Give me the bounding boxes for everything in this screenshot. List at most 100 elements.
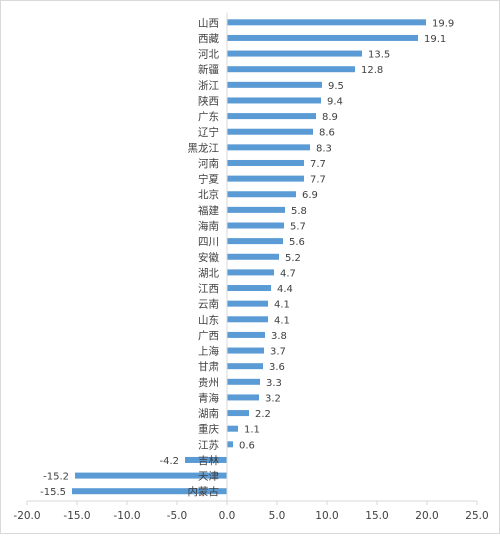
bar-26 (227, 425, 238, 432)
category-label-9: 河南 (198, 157, 219, 170)
value-label-8: 8.3 (316, 143, 332, 154)
category-label-25: 湖南 (198, 407, 219, 420)
value-label-13: 5.7 (290, 222, 306, 233)
value-label-0: 19.9 (432, 18, 454, 29)
category-label-20: 广西 (198, 330, 219, 342)
category-label-14: 四川 (198, 236, 219, 248)
value-label-23: 3.3 (266, 378, 282, 389)
bar-22 (227, 363, 263, 370)
category-label-18: 云南 (198, 298, 219, 311)
value-label-24: 3.2 (265, 393, 281, 404)
category-labels-group: 山西西藏河北新疆浙江陕西广东辽宁黑龙江河南宁夏北京福建海南四川安徽湖北江西云南山… (188, 17, 220, 498)
bar-10 (227, 175, 304, 182)
category-label-5: 陕西 (198, 94, 219, 107)
category-label-16: 湖北 (198, 267, 219, 279)
value-label-27: 0.6 (239, 440, 255, 451)
value-label-20: 3.8 (271, 331, 287, 342)
category-label-15: 安徽 (198, 251, 219, 264)
x-tick-label-8: 20.0 (415, 510, 438, 522)
bar-16 (227, 269, 274, 276)
category-label-11: 北京 (198, 188, 219, 201)
value-label-25: 2.2 (255, 409, 271, 420)
bar-20 (227, 331, 265, 338)
bar-29 (75, 472, 227, 479)
bar-8 (227, 144, 310, 151)
bar-15 (227, 253, 279, 260)
category-label-28: 吉林 (198, 454, 219, 467)
category-label-19: 山东 (198, 313, 219, 326)
value-label-29: -15.2 (43, 472, 69, 483)
bar-23 (227, 378, 260, 385)
bar-1 (227, 34, 418, 41)
value-label-14: 5.6 (289, 237, 305, 248)
category-label-26: 重庆 (198, 423, 219, 436)
category-label-17: 江西 (198, 283, 219, 295)
category-label-1: 西藏 (198, 33, 219, 45)
bar-18 (227, 300, 268, 307)
bar-25 (227, 410, 249, 417)
x-tick-label-2: -10.0 (113, 510, 140, 522)
category-label-21: 上海 (198, 345, 219, 358)
value-label-19: 4.1 (274, 315, 290, 326)
value-label-10: 7.7 (310, 175, 326, 186)
bar-28 (185, 456, 227, 463)
x-axis: -20.0 -15.0 -10.0 -5.0 0.0 5.0 10.0 15.0 20.0 25.… (13, 12, 489, 522)
bar-24 (227, 394, 259, 401)
category-label-8: 黑龙江 (188, 141, 220, 154)
category-label-22: 甘肃 (198, 360, 219, 373)
bar-3 (227, 66, 355, 73)
bar-17 (227, 285, 271, 292)
bar-5 (227, 97, 321, 104)
value-label-21: 3.7 (270, 347, 286, 358)
value-label-7: 8.6 (319, 128, 335, 139)
category-label-12: 福建 (198, 204, 219, 217)
bar-14 (227, 238, 283, 245)
bar-27 (227, 441, 233, 448)
bar-12 (227, 206, 285, 213)
bar-13 (227, 222, 284, 229)
value-label-12: 5.8 (291, 206, 307, 217)
value-label-4: 9.5 (328, 81, 344, 92)
x-tick-label-6: 10.0 (315, 510, 338, 522)
value-labels-group: 19.9 19.1 13.5 12.8 9.5 9.4 8.9 8.6 8.3 7.7 7.7 6.9… (40, 18, 454, 498)
value-label-22: 3.6 (269, 362, 285, 373)
value-label-9: 7.7 (310, 159, 326, 170)
value-label-16: 4.7 (280, 268, 296, 279)
value-label-17: 4.4 (277, 284, 293, 295)
category-label-27: 江苏 (198, 438, 219, 451)
bar-21 (227, 347, 264, 354)
x-tick-label-7: 15.0 (365, 510, 388, 522)
value-label-1: 19.1 (424, 34, 446, 45)
category-label-4: 浙江 (198, 80, 219, 92)
category-label-13: 海南 (198, 220, 219, 233)
category-label-6: 广东 (198, 110, 219, 123)
bars-group (72, 19, 426, 495)
category-label-2: 河北 (198, 49, 219, 61)
value-label-2: 13.5 (368, 50, 390, 61)
category-label-10: 宁夏 (198, 173, 219, 186)
x-tick-label-1: -15.0 (63, 510, 90, 522)
value-label-5: 9.4 (327, 96, 343, 107)
bar-4 (227, 81, 322, 88)
value-label-15: 5.2 (285, 253, 301, 264)
value-label-26: 1.1 (244, 425, 260, 436)
bar-6 (227, 113, 316, 120)
bar-7 (227, 128, 313, 135)
category-label-30: 内蒙古 (188, 485, 220, 498)
bar-0 (227, 19, 426, 26)
x-tick-label-4: 0.0 (219, 510, 236, 522)
bar-2 (227, 50, 362, 57)
bar-11 (227, 191, 296, 198)
bar-9 (227, 159, 304, 166)
category-label-0: 山西 (198, 17, 219, 29)
category-label-24: 青海 (198, 391, 219, 404)
x-tick-label-3: -5.0 (167, 510, 188, 522)
bar-30 (72, 488, 227, 495)
value-label-18: 4.1 (274, 300, 290, 311)
value-label-11: 6.9 (302, 190, 318, 201)
value-label-30: -15.5 (40, 487, 66, 498)
bar-19 (227, 316, 268, 323)
x-tick-label-9: 25.0 (465, 510, 488, 522)
